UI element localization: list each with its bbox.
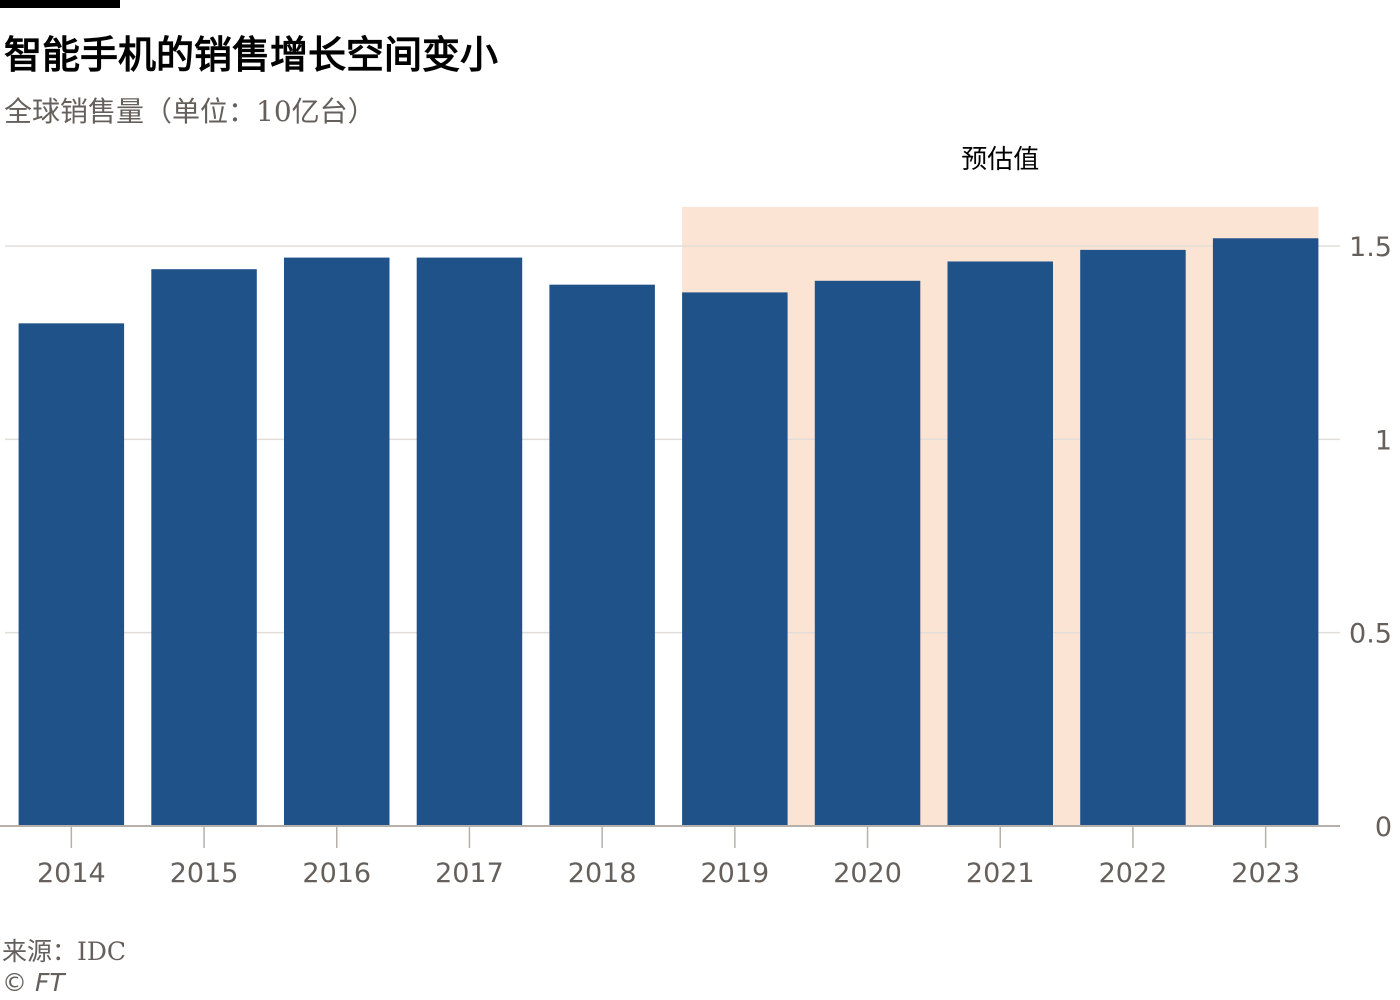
x-tick-label: 2015 xyxy=(170,858,239,889)
y-tick-label: 0.5 xyxy=(1349,619,1392,650)
bar-2022 xyxy=(1080,249,1186,826)
chart-title: 智能手机的销售增长空间变小 xyxy=(4,32,499,77)
copyright-note: © FT xyxy=(2,968,65,997)
bar-2023 xyxy=(1212,238,1319,826)
bar-2014 xyxy=(18,323,125,826)
bar-2019 xyxy=(682,292,788,826)
bar-2020 xyxy=(814,280,921,826)
x-tick-label: 2021 xyxy=(966,858,1035,889)
x-tick-label: 2023 xyxy=(1231,858,1300,889)
forecast-label: 预估值 xyxy=(961,145,1039,175)
axis-layer: 0 0.5 1 1.5 2014 2015 2016 2017 2018 2019 2020 2021… xyxy=(0,232,1392,889)
x-tick-label: 2019 xyxy=(700,858,769,889)
source-note: 来源：IDC xyxy=(2,937,127,966)
x-tick-label: 2014 xyxy=(37,858,106,889)
x-tick-label: 2022 xyxy=(1099,858,1168,889)
chart-subtitle: 全球销售量（单位：10亿台） xyxy=(4,95,376,128)
bar-2021 xyxy=(947,261,1053,826)
y-tick-label: 0 xyxy=(1375,812,1392,843)
x-tick-label: 2017 xyxy=(435,858,504,889)
x-tick-label: 2016 xyxy=(302,858,371,889)
bar-2018 xyxy=(549,284,655,827)
top-rule xyxy=(0,0,120,8)
bar-2015 xyxy=(151,269,257,826)
y-tick-label: 1 xyxy=(1375,425,1392,456)
bar-chart: 预估值 0 0.5 1 1.5 2014 2015 2016 2017 2018 2019 2020… xyxy=(0,145,1392,889)
bar-layer xyxy=(18,238,1319,827)
y-tick-label: 1.5 xyxy=(1349,232,1392,263)
bar-2016 xyxy=(284,257,390,827)
bar-2017 xyxy=(416,257,523,827)
x-tick-label: 2018 xyxy=(568,858,637,889)
x-tick-label: 2020 xyxy=(833,858,902,889)
